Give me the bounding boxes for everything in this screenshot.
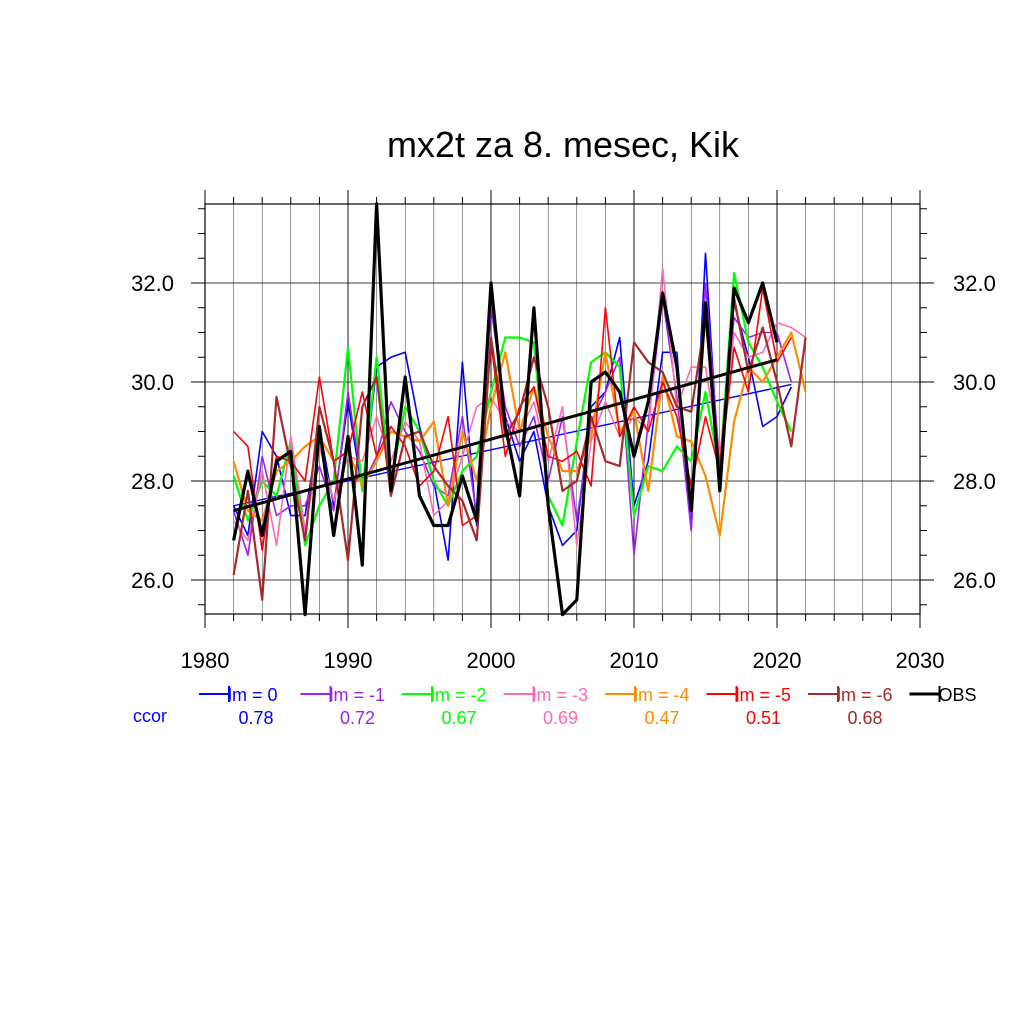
grid	[205, 204, 920, 614]
y-tick-label-right: 28.0	[953, 469, 996, 494]
series-line	[232, 202, 779, 617]
trend-line	[233, 358, 778, 513]
legend-label: OBS	[939, 685, 977, 705]
y-tick-label-right: 30.0	[953, 370, 996, 395]
y-tick-label: 28.0	[131, 469, 174, 494]
legend-label: lm = -1	[330, 685, 386, 705]
x-tick-label: 2030	[896, 648, 945, 673]
ccor-value: 0.51	[746, 708, 781, 728]
ccor-value: 0.67	[441, 708, 476, 728]
plot-frame	[204, 203, 921, 615]
x-tick-label: 2010	[610, 648, 659, 673]
series-lines	[232, 202, 807, 617]
ccor-value: 0.69	[543, 708, 578, 728]
legend-label: lm = -3	[533, 685, 589, 705]
y-tick-label: 30.0	[131, 370, 174, 395]
legend-label: lm = -5	[736, 685, 792, 705]
x-tick-label: 2000	[467, 648, 516, 673]
ccor-value: 0.68	[847, 708, 882, 728]
ccor-value: 0.47	[644, 708, 679, 728]
x-tick-label: 1980	[181, 648, 230, 673]
x-tick-label: 2020	[753, 648, 802, 673]
legend: ccor lm = 0 0.78 lm = -1 0.72 lm = -2 0.67 lm =…	[133, 685, 977, 728]
legend-label: lm = -2	[431, 685, 487, 705]
legend-label: lm = -4	[634, 685, 690, 705]
y-tick-label-right: 32.0	[953, 271, 996, 296]
plot-border	[204, 203, 921, 615]
y-tick-label: 32.0	[131, 271, 174, 296]
legend-label: lm = -6	[837, 685, 893, 705]
chart-title: mx2t za 8. mesec, Kik	[387, 124, 740, 165]
y-tick-label-right: 26.0	[953, 568, 996, 593]
ccor-label: ccor	[133, 706, 167, 726]
ccor-value: 0.78	[238, 708, 273, 728]
legend-label: lm = 0	[228, 685, 278, 705]
y-tick-label: 26.0	[131, 568, 174, 593]
axis-ticks: 1980 1990 2000 2010 2020 2030 26.0 26.0 28.0 28.0…	[131, 190, 996, 673]
series-line	[233, 287, 792, 552]
ccor-value: 0.72	[340, 708, 375, 728]
x-tick-label: 1990	[324, 648, 373, 673]
